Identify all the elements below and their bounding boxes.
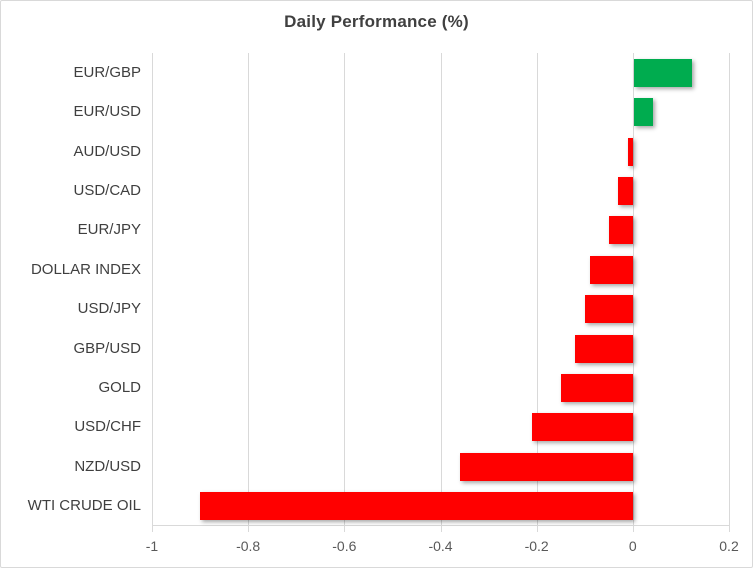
x-axis-line: [152, 525, 729, 526]
bar-eur-gbp: [633, 58, 692, 87]
bar-usd-jpy: [584, 295, 633, 324]
bar-nzd-usd: [459, 452, 633, 481]
bar-gold: [560, 374, 633, 403]
x-tick-label: -0.2: [524, 538, 549, 554]
x-tick-label: -0.6: [332, 538, 357, 554]
gridline: [344, 53, 346, 526]
category-label-usd-cad: USD/CAD: [73, 181, 141, 199]
tick-mark: [632, 526, 634, 532]
bar-gbp-usd: [575, 334, 633, 363]
tick-mark: [248, 526, 250, 532]
gridline: [440, 53, 442, 526]
tick-mark: [536, 526, 538, 532]
gridline: [248, 53, 250, 526]
gridline: [632, 53, 634, 526]
gridline: [729, 53, 730, 526]
bar-eur-usd: [633, 98, 654, 127]
tick-mark: [440, 526, 442, 532]
gridline: [152, 53, 153, 526]
category-label-usd-chf: USD/CHF: [74, 418, 141, 436]
category-label-wti-crude-oil: WTI CRUDE OIL: [27, 497, 141, 515]
category-label-eur-gbp: EUR/GBP: [73, 63, 141, 81]
x-tick-label: -0.8: [236, 538, 261, 554]
plot-area: [152, 53, 730, 532]
bar-wti-crude-oil: [200, 492, 633, 521]
category-label-gold: GOLD: [98, 379, 141, 397]
tick-mark: [729, 526, 730, 532]
category-label-usd-jpy: USD/JPY: [77, 300, 141, 318]
category-label-gbp-usd: GBP/USD: [73, 339, 141, 357]
gridline: [536, 53, 538, 526]
bar-usd-chf: [531, 413, 633, 442]
category-label-dollar-index: DOLLAR INDEX: [30, 260, 141, 278]
x-tick-label: -0.4: [428, 538, 453, 554]
category-label-nzd-usd: NZD/USD: [74, 457, 141, 475]
x-tick-label: 0: [628, 538, 637, 554]
chart-title: Daily Performance (%): [284, 12, 469, 31]
tick-mark: [344, 526, 346, 532]
tick-mark: [152, 526, 153, 532]
category-label-aud-usd: AUD/USD: [73, 142, 141, 160]
x-tick-label: 0.2: [719, 538, 739, 554]
category-label-eur-usd: EUR/USD: [73, 103, 141, 121]
x-tick-label: -1: [145, 538, 159, 554]
category-label-eur-jpy: EUR/JPY: [77, 221, 141, 239]
bar-dollar-index: [589, 255, 633, 284]
bar-eur-jpy: [608, 216, 633, 245]
bar-usd-cad: [618, 176, 633, 205]
bar-aud-usd: [628, 137, 633, 166]
